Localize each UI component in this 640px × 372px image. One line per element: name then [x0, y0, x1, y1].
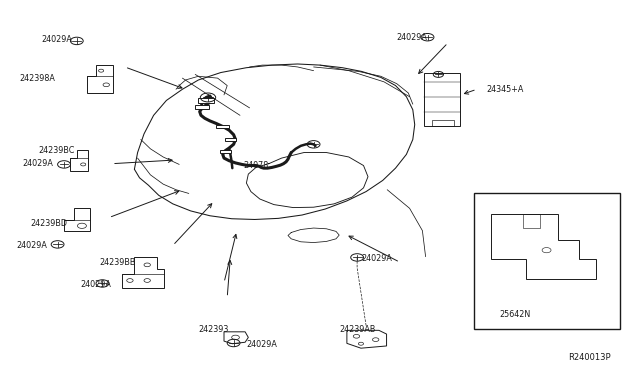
Text: 24239BD: 24239BD: [31, 219, 68, 228]
Text: 242393: 242393: [198, 325, 228, 334]
Bar: [432, 120, 454, 126]
Polygon shape: [225, 138, 236, 141]
Text: R240013P: R240013P: [568, 353, 611, 362]
Polygon shape: [195, 105, 209, 109]
Polygon shape: [220, 150, 231, 153]
Bar: [474, 193, 620, 329]
Text: 24239BB: 24239BB: [99, 258, 136, 267]
Text: 242398A: 242398A: [19, 74, 55, 83]
Text: 24345+A: 24345+A: [486, 85, 524, 94]
Text: 24029A: 24029A: [362, 254, 392, 263]
Bar: [424, 73, 460, 126]
Text: 25642N: 25642N: [500, 310, 531, 319]
Text: 24078: 24078: [243, 161, 268, 170]
Polygon shape: [216, 125, 229, 128]
Text: 24029A: 24029A: [22, 159, 53, 168]
Text: 24029A: 24029A: [80, 280, 111, 289]
Text: 24029A: 24029A: [246, 340, 277, 349]
Text: 24029A: 24029A: [42, 35, 72, 44]
Text: 24239AB: 24239AB: [339, 325, 376, 334]
Text: 24239BC: 24239BC: [38, 146, 75, 155]
Polygon shape: [198, 98, 214, 103]
Text: 24029A: 24029A: [397, 33, 428, 42]
Text: 24029A: 24029A: [16, 241, 47, 250]
